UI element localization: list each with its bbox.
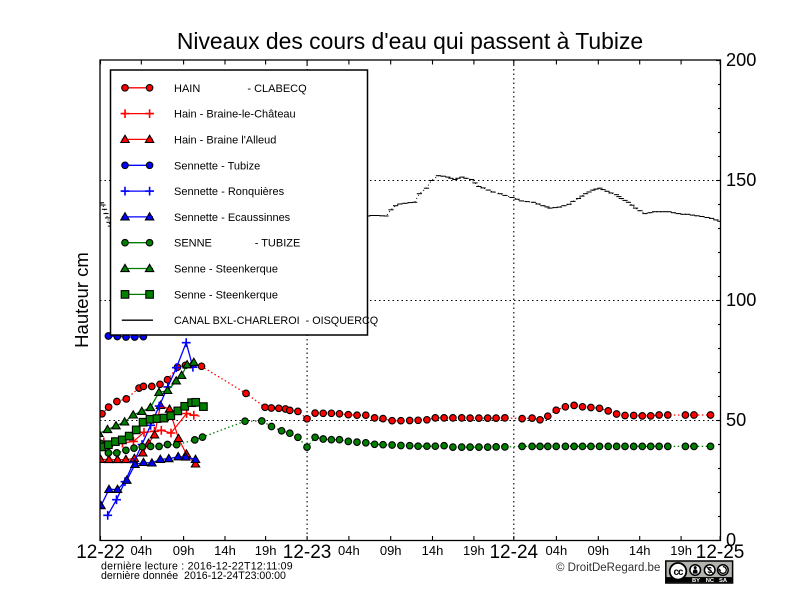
- svg-text:09h: 09h: [380, 543, 402, 558]
- svg-text:12-24: 12-24: [489, 542, 538, 563]
- svg-text:- TUBIZE: - TUBIZE: [255, 238, 301, 250]
- svg-text:04h: 04h: [338, 543, 360, 558]
- svg-text:dernière donnée 2016-12-24T23: dernière donnée 2016-12-24T23:00:00: [101, 570, 286, 582]
- svg-text:12-23: 12-23: [283, 542, 332, 563]
- svg-text:cc: cc: [673, 567, 684, 578]
- svg-text:50: 50: [726, 410, 746, 430]
- svg-text:Sennette - Ronquières: Sennette - Ronquières: [174, 186, 285, 198]
- svg-text:SA: SA: [719, 578, 728, 584]
- svg-text:Sennette - Ecaussinnes: Sennette - Ecaussinnes: [174, 212, 291, 224]
- svg-text:12-22: 12-22: [76, 542, 125, 563]
- svg-text:- CLABECQ: - CLABECQ: [247, 83, 307, 95]
- svg-text:09h: 09h: [587, 543, 609, 558]
- svg-text:© DroitDeRegard.be: © DroitDeRegard.be: [556, 562, 660, 574]
- svg-text:19h: 19h: [255, 543, 277, 558]
- svg-text:19h: 19h: [670, 543, 692, 558]
- svg-text:CANAL BXL-CHARLEROI - OISQUER: CANAL BXL-CHARLEROI - OISQUERCQ: [174, 315, 378, 327]
- svg-text:14h: 14h: [422, 543, 444, 558]
- svg-text:04h: 04h: [546, 543, 568, 558]
- svg-text:04h: 04h: [130, 543, 152, 558]
- svg-text:SENNE: SENNE: [174, 238, 212, 250]
- svg-text:14h: 14h: [629, 543, 651, 558]
- svg-text:Niveaux des cours d'eau qui pa: Niveaux des cours d'eau qui passent à Tu…: [177, 28, 643, 54]
- svg-text:Senne - Steenkerque: Senne - Steenkerque: [174, 264, 278, 276]
- svg-text:150: 150: [726, 170, 756, 190]
- svg-text:Hain - Braine l'Alleud: Hain - Braine l'Alleud: [174, 134, 276, 146]
- svg-text:Sennette - Tubize: Sennette - Tubize: [174, 160, 260, 172]
- svg-text:0: 0: [726, 530, 736, 550]
- svg-text:BY: BY: [692, 578, 700, 584]
- svg-text:HAIN: HAIN: [174, 83, 200, 95]
- svg-text:Hain - Braine-le-Château: Hain - Braine-le-Château: [174, 109, 296, 121]
- svg-text:Hauteur cm: Hauteur cm: [71, 252, 92, 348]
- svg-text:200: 200: [726, 50, 756, 70]
- svg-text:dernière lecture : 2016-12-22T: dernière lecture : 2016-12-22T12:11:09: [101, 561, 293, 573]
- svg-text:19h: 19h: [463, 543, 485, 558]
- svg-text:Senne - Steenkerque: Senne - Steenkerque: [174, 289, 278, 301]
- svg-text:NC: NC: [706, 578, 715, 584]
- svg-text:09h: 09h: [173, 543, 195, 558]
- svg-text:100: 100: [726, 290, 756, 310]
- svg-text:14h: 14h: [214, 543, 236, 558]
- svg-text:12-25: 12-25: [696, 542, 745, 563]
